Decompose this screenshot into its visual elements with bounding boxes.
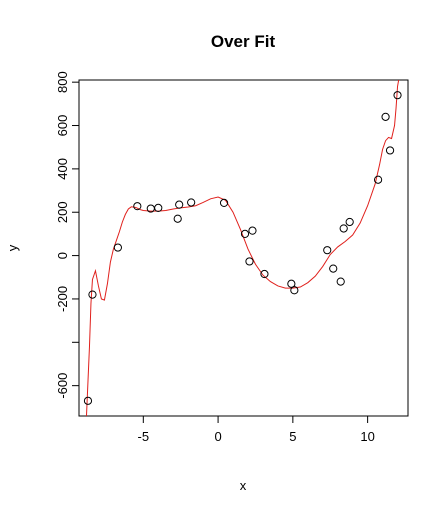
data-point (219, 198, 229, 208)
y-tick-label: -200 (55, 286, 70, 312)
data-point (336, 277, 345, 286)
data-point (248, 226, 257, 235)
data-point (187, 198, 196, 207)
data-point (287, 279, 296, 288)
data-point (373, 175, 383, 184)
data-point (323, 246, 332, 255)
y-axis: 800 600 400 200 0 -200 -600 (55, 71, 79, 399)
x-axis: -5 0 5 10 (138, 416, 375, 444)
fit-line (85, 80, 400, 416)
x-axis-label: x (240, 478, 247, 493)
y-tick-label: 200 (55, 201, 70, 223)
x-tick-label: 10 (360, 429, 374, 444)
data-point (393, 91, 402, 100)
plot-frame (78, 79, 409, 417)
x-tick-label: -5 (138, 429, 150, 444)
y-tick-label: 800 (55, 71, 70, 93)
x-tick-label: 0 (214, 429, 221, 444)
data-point (381, 112, 390, 121)
data-point (173, 214, 182, 223)
y-tick-label: 0 (55, 252, 70, 259)
data-point (113, 243, 122, 252)
data-point (175, 200, 184, 209)
data-point (345, 217, 354, 227)
data-point (88, 290, 97, 299)
data-point (133, 202, 142, 211)
chart-title: Over Fit (211, 32, 276, 51)
points-layer (83, 91, 402, 405)
data-point (290, 286, 299, 295)
fit-line-layer (85, 80, 400, 416)
data-point (339, 224, 348, 233)
data-point (154, 203, 163, 212)
data-point (245, 257, 254, 266)
data-point (385, 146, 395, 155)
y-tick-label: 600 (55, 115, 70, 137)
y-axis-label: y (5, 244, 20, 251)
y-tick-label: -600 (55, 373, 70, 399)
data-point (240, 229, 250, 239)
data-point (83, 396, 93, 405)
y-tick-label: 400 (55, 158, 70, 180)
data-point (260, 269, 269, 279)
data-point (329, 264, 338, 273)
x-tick-label: 5 (289, 429, 296, 444)
